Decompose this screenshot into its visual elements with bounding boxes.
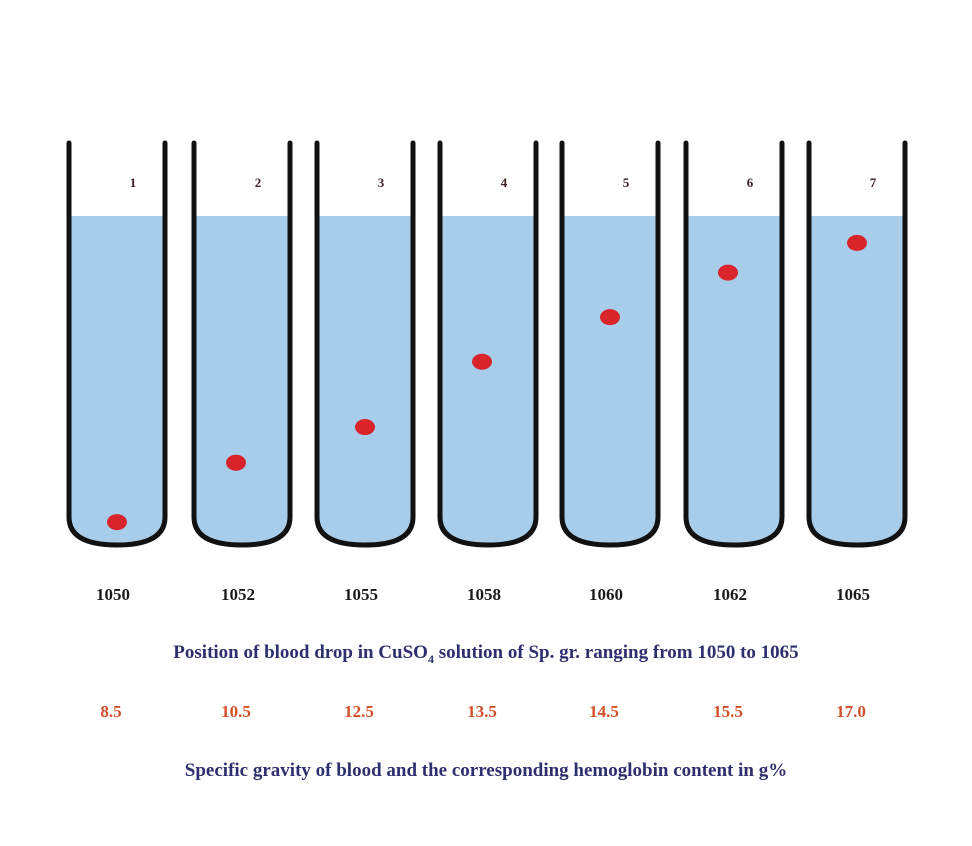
tube-number-6: 6 — [747, 175, 754, 190]
blood-drop-3 — [355, 419, 375, 436]
test-tube-4: 4 1058 — [437, 140, 539, 604]
tube-outline-2 — [191, 140, 293, 548]
tube-number-3: 3 — [378, 175, 385, 190]
tube-outline-3 — [314, 140, 416, 548]
tube-outline-6 — [683, 140, 785, 548]
test-tube-3: 3 1055 — [314, 140, 416, 604]
hemoglobin-value-4: 13.5 — [467, 702, 497, 721]
tube-outline-5 — [559, 140, 661, 548]
hemoglobin-value-6: 15.5 — [713, 702, 743, 721]
specific-gravity-3: 1055 — [344, 585, 378, 604]
blood-drop-2 — [226, 454, 246, 471]
specific-gravity-1: 1050 — [96, 585, 130, 604]
liquid-1 — [69, 216, 165, 545]
test-tube-5: 5 1060 — [559, 140, 661, 604]
tube-number-5: 5 — [623, 175, 630, 190]
caption-1-text-b: solution of Sp. gr. ranging from 1050 to… — [433, 642, 799, 663]
liquid-3 — [317, 216, 413, 545]
blood-drop-6 — [718, 264, 738, 281]
tube-number-4: 4 — [501, 175, 508, 190]
hemoglobin-value-1: 8.5 — [100, 702, 121, 721]
blood-drop-5 — [600, 309, 620, 326]
test-tube-7: 7 1065 — [806, 140, 908, 604]
liquid-4 — [440, 216, 536, 545]
tube-outline-4 — [437, 140, 539, 548]
caption-1-subscript: 4 — [427, 651, 434, 666]
tube-number-2: 2 — [255, 175, 262, 190]
hemoglobin-value-5: 14.5 — [589, 702, 619, 721]
liquid-7 — [809, 216, 905, 545]
test-tube-1: 1 1050 — [66, 140, 168, 604]
caption-blood-drop-position: Position of blood drop in CuSO4 solution… — [0, 642, 972, 667]
specific-gravity-7: 1065 — [836, 585, 870, 604]
test-tube-6: 6 1062 — [683, 140, 785, 604]
specific-gravity-6: 1062 — [713, 585, 747, 604]
tube-number-7: 7 — [870, 175, 877, 190]
liquid-6 — [686, 216, 782, 545]
liquid-5 — [562, 216, 658, 545]
specific-gravity-5: 1060 — [589, 585, 623, 604]
specific-gravity-2: 1052 — [221, 585, 255, 604]
liquid-2 — [194, 216, 290, 545]
blood-drop-7 — [847, 234, 867, 251]
caption-specific-gravity-hemoglobin: Specific gravity of blood and the corres… — [184, 760, 788, 781]
tube-outline-1 — [66, 140, 168, 548]
tube-number-1: 1 — [130, 175, 137, 190]
hemoglobin-value-2: 10.5 — [221, 702, 251, 721]
blood-drop-4 — [472, 353, 492, 370]
caption-1-text-a: Position of blood drop in CuSO — [173, 642, 428, 663]
blood-drop-1 — [107, 514, 127, 531]
tube-outline-7 — [806, 140, 908, 548]
test-tube-2: 2 1052 — [191, 140, 293, 604]
specific-gravity-4: 1058 — [467, 585, 501, 604]
hemoglobin-value-3: 12.5 — [344, 702, 374, 721]
test-tube-diagram: 1 1050 2 1052 3 1055 4 1058 5 1060 6 1062 7 1065 — [66, 140, 908, 604]
hemoglobin-value-7: 17.0 — [836, 702, 866, 721]
